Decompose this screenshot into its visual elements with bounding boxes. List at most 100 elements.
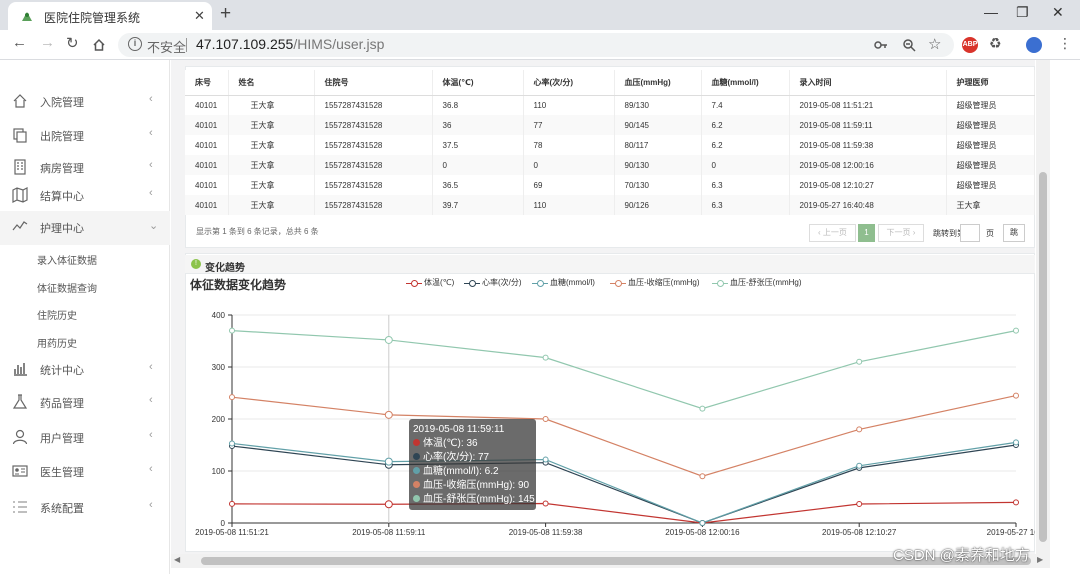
y-tick-label: 0: [221, 519, 226, 528]
table-row[interactable]: 40101 王大拿 1557287431528 39.7 110 90/126 6.3 201…: [185, 195, 1035, 215]
user-icon: [12, 429, 28, 445]
zoom-icon[interactable]: [902, 38, 916, 52]
cell-bed: 40101: [185, 155, 229, 175]
data-point: [1013, 327, 1019, 334]
browser-tab[interactable]: 医院住院管理系统 ✕: [8, 2, 212, 30]
cell-heart-rate: 0: [523, 155, 615, 175]
table-row[interactable]: 40101 王大拿 1557287431528 36 77 90/145 6.2 2019-0…: [185, 115, 1035, 135]
key-icon[interactable]: [874, 39, 888, 51]
horizontal-scrollbar[interactable]: ◀ ▶: [171, 554, 1050, 568]
scroll-left-icon[interactable]: ◀: [174, 555, 181, 564]
browser-menu-icon[interactable]: ⋮: [1058, 35, 1072, 51]
legend-line-icon: [406, 279, 422, 287]
cell-record-time: 2019-05-08 12:00:16: [789, 155, 947, 175]
cell-blood-pressure: 90/126: [614, 195, 702, 215]
new-tab-icon[interactable]: +: [220, 3, 232, 24]
vertical-scroll-thumb[interactable]: [1039, 172, 1047, 542]
sidebar-item-doctors[interactable]: 医生管理 ‹: [0, 455, 170, 487]
y-tick-label: 100: [212, 467, 226, 476]
cell-blood-sugar: 6.2: [701, 115, 790, 135]
sidebar-item-admission[interactable]: 入院管理 ‹: [0, 85, 170, 117]
page-1-button[interactable]: 1: [858, 224, 875, 242]
cell-temperature: 39.7: [432, 195, 524, 215]
data-point: [856, 358, 863, 365]
legend-item-systolic[interactable]: 血压-收缩压(mmHg): [610, 277, 700, 288]
prev-page-button[interactable]: ‹ 上一页: [809, 224, 856, 242]
table-row[interactable]: 40101 王大拿 1557287431528 0 0 90/130 0 2019-05-08…: [185, 155, 1035, 175]
col-blood-pressure[interactable]: 血压(mmHg): [614, 70, 702, 96]
col-heart-rate[interactable]: 心率(次/分): [523, 70, 615, 96]
col-bed[interactable]: 床号: [185, 70, 229, 96]
col-blood-sugar[interactable]: 血糖(mmol/l): [701, 70, 790, 96]
col-name[interactable]: 姓名: [228, 70, 315, 96]
home-button-icon[interactable]: [92, 38, 106, 52]
home-icon: [13, 94, 27, 108]
profile-avatar[interactable]: [1026, 37, 1042, 53]
legend-item-heart-rate[interactable]: 心率(次/分): [464, 277, 522, 288]
goto-button[interactable]: 跳: [1003, 224, 1025, 242]
chevron-left-icon: ‹: [149, 429, 153, 441]
cell-heart-rate: 78: [523, 135, 615, 155]
address-bar[interactable]: i 不安全 47.107.109.255/HIMS/user.jsp ☆: [118, 33, 954, 57]
legend-item-blood-sugar[interactable]: 血糖(mmol/l): [532, 277, 595, 288]
legend-line-icon: [464, 279, 480, 287]
horizontal-scroll-thumb[interactable]: [201, 557, 1031, 565]
tab-close-icon[interactable]: ✕: [194, 8, 205, 23]
back-icon[interactable]: ←: [12, 34, 27, 51]
legend-item-temperature[interactable]: 体温(℃): [406, 277, 454, 288]
goto-label: 跳转到第: [933, 229, 965, 238]
data-point: [384, 500, 393, 509]
series-line-3: [231, 395, 1017, 477]
sidebar-item-statistics[interactable]: 统计中心 ‹: [0, 353, 170, 385]
table-row[interactable]: 40101 王大拿 1557287431528 36.8 110 89/130 7.4 201…: [185, 95, 1035, 115]
y-tick-label: 200: [212, 415, 226, 424]
url-path: /HIMS/user.jsp: [293, 36, 385, 52]
cell-nurse: 王大拿: [946, 195, 1035, 215]
submenu-item-record-vitals[interactable]: 录入体征数据: [0, 245, 170, 271]
cell-blood-sugar: 6.3: [701, 175, 790, 195]
legend-item-diastolic[interactable]: 血压-舒张压(mmHg): [712, 277, 802, 288]
scroll-right-icon[interactable]: ▶: [1037, 555, 1044, 564]
sidebar-item-discharge[interactable]: 出院管理 ‹: [0, 119, 170, 151]
sidebar-item-nursing[interactable]: 护理中心 ⌄: [0, 211, 170, 245]
sidebar-item-settings[interactable]: 系统配置 ‹: [0, 491, 170, 523]
forward-icon[interactable]: →: [40, 34, 55, 51]
series-dot-icon: [413, 495, 420, 502]
tooltip-row: 血糖(mmol/l): 6.2: [413, 465, 532, 479]
goto-page-input[interactable]: [960, 224, 980, 242]
vitals-trend-chart[interactable]: 0 100 200 300 400 2019-05-08 11:51:21 2019-05-…: [186, 295, 1035, 543]
tooltip-text: 血压-舒张压(mmHg): 145: [423, 494, 535, 505]
sidebar-item-users[interactable]: 用户管理 ‹: [0, 421, 170, 453]
sidebar-item-billing[interactable]: 结算中心 ‹: [0, 179, 170, 211]
vertical-scrollbar[interactable]: [1036, 60, 1050, 554]
col-nurse[interactable]: 护理医师: [946, 70, 1035, 96]
recycle-extension-icon[interactable]: ♻: [989, 35, 1002, 51]
submenu-item-medication-history[interactable]: 用药历史: [0, 328, 170, 354]
col-record-time[interactable]: 录入时间: [789, 70, 947, 96]
submenu-item-vitals-query[interactable]: 体征数据查询: [0, 273, 170, 299]
cell-record-time: 2019-05-08 11:51:21: [789, 95, 947, 115]
chevron-left-icon: ‹: [149, 93, 153, 105]
info-icon[interactable]: i: [128, 37, 142, 51]
next-page-button[interactable]: 下一页 ›: [878, 224, 924, 242]
data-point: [1013, 392, 1019, 399]
bookmark-star-icon[interactable]: ☆: [928, 36, 942, 53]
sidebar-item-ward[interactable]: 病房管理 ‹: [0, 151, 170, 183]
table-row[interactable]: 40101 王大拿 1557287431528 36.5 69 70/130 6.3 2019…: [185, 175, 1035, 195]
minimize-icon[interactable]: —: [984, 4, 998, 20]
cell-bed: 40101: [185, 175, 229, 195]
cell-nurse: 超级管理员: [946, 155, 1035, 175]
cell-blood-sugar: 0: [701, 155, 790, 175]
sidebar-item-drugs[interactable]: 药品管理 ‹: [0, 386, 170, 418]
restore-icon[interactable]: ❐: [1016, 4, 1029, 20]
window-close-icon[interactable]: ✕: [1052, 4, 1064, 20]
cell-bed: 40101: [185, 135, 229, 155]
cell-admission-no: 1557287431528: [314, 175, 433, 195]
submenu-item-admission-history[interactable]: 住院历史: [0, 300, 170, 326]
table-row[interactable]: 40101 王大拿 1557287431528 37.5 78 80/117 6.2 2019…: [185, 135, 1035, 155]
col-temperature[interactable]: 体温(℃): [432, 70, 524, 96]
reload-icon[interactable]: ↻: [66, 35, 79, 52]
col-admission-no[interactable]: 住院号: [314, 70, 433, 96]
chevron-left-icon: ‹: [149, 463, 153, 475]
adblock-extension-icon[interactable]: ABP: [962, 37, 978, 53]
